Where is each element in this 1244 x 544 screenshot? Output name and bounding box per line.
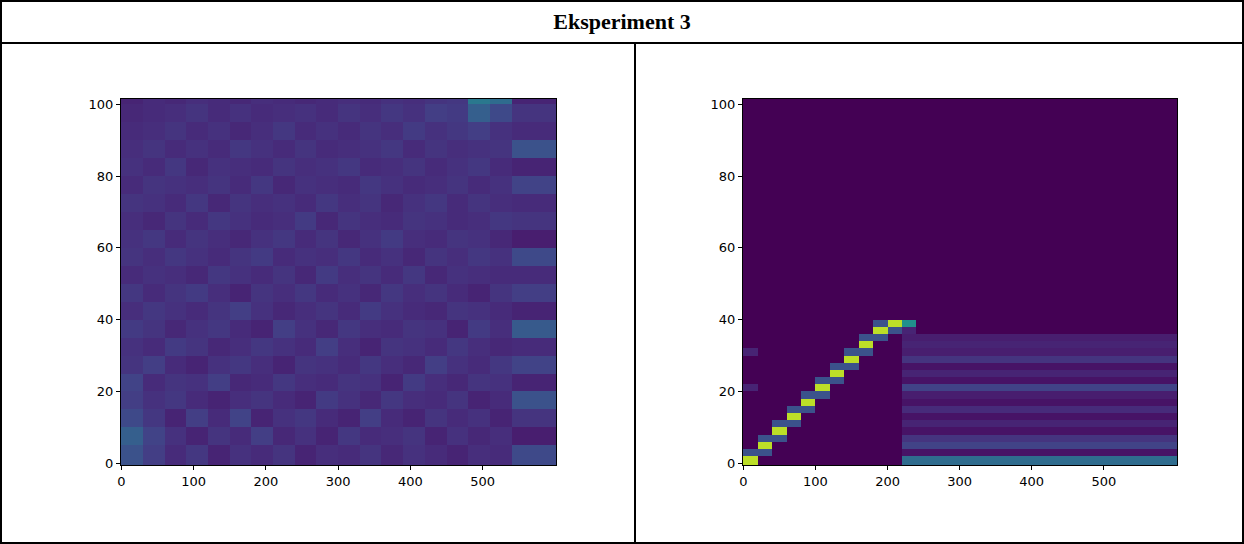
svg-text:80: 80 (719, 169, 736, 184)
svg-text:500: 500 (1091, 474, 1116, 489)
svg-text:60: 60 (719, 240, 736, 255)
svg-text:100: 100 (803, 474, 828, 489)
svg-text:100: 100 (711, 97, 736, 112)
svg-text:40: 40 (719, 312, 736, 327)
html-text:Eksperiment 3: Eksperiment 3 (553, 9, 691, 34)
svg-text:500: 500 (470, 474, 495, 489)
svg-text:300: 300 (947, 474, 972, 489)
svg-text:0: 0 (105, 456, 113, 471)
svg-text:0: 0 (739, 474, 747, 489)
svg-text:400: 400 (1019, 474, 1044, 489)
svg-text:400: 400 (398, 474, 423, 489)
svg-text:20: 20 (719, 384, 736, 399)
svg-text:300: 300 (326, 474, 351, 489)
svg-text:100: 100 (181, 474, 206, 489)
svg-text:80: 80 (97, 169, 114, 184)
svg-text:20: 20 (97, 384, 114, 399)
svg-text:100: 100 (89, 97, 114, 112)
svg-text:200: 200 (253, 474, 278, 489)
svg-text:40: 40 (97, 312, 114, 327)
svg-text:60: 60 (97, 240, 114, 255)
svg-text:200: 200 (875, 474, 900, 489)
svg-text:0: 0 (117, 474, 125, 489)
svg-text:0: 0 (727, 456, 735, 471)
